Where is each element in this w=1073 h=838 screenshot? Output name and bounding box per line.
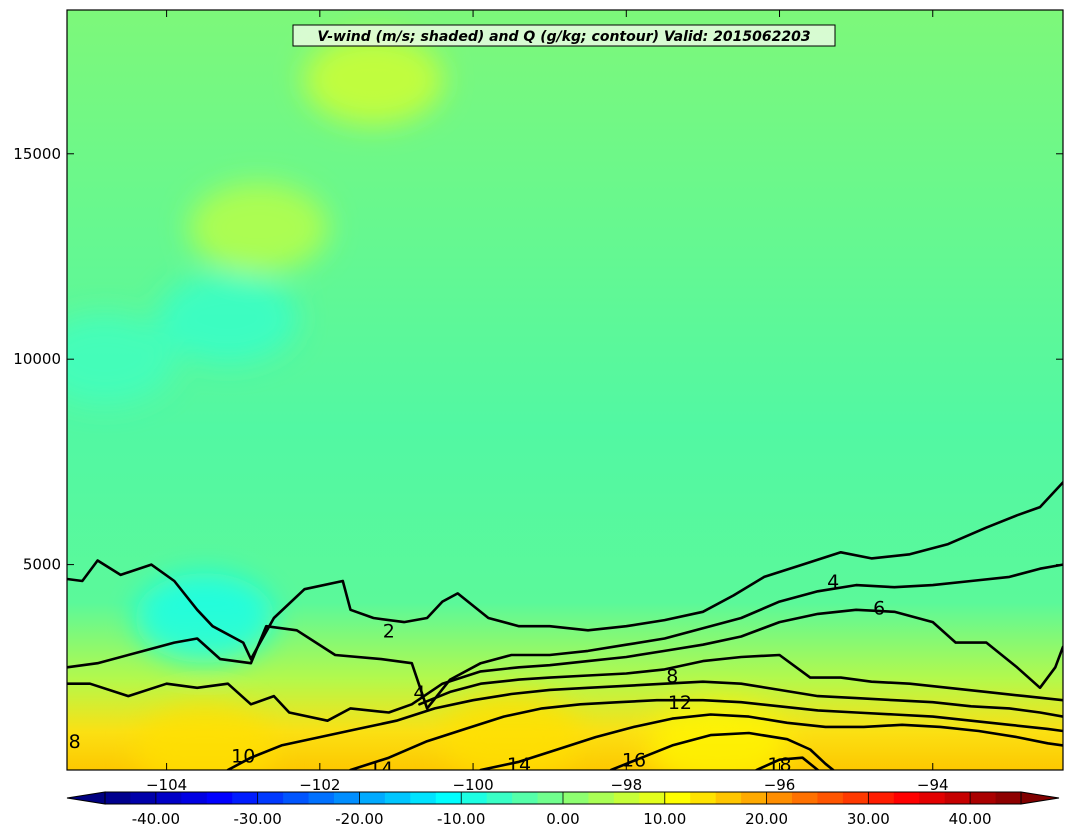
colorbar-bin (105, 792, 132, 804)
contour-line (755, 756, 820, 770)
x-tick-label: −96 (764, 776, 796, 794)
colorbar-bin (181, 792, 208, 804)
colorbar-bin (130, 792, 157, 804)
contour-label: 8 (69, 731, 81, 753)
colorbar-tick-label: -30.00 (233, 810, 281, 828)
contour-line (67, 563, 1063, 710)
colorbar-bin (283, 792, 310, 804)
contour-label: 8 (666, 666, 678, 688)
colorbar-bin (715, 792, 742, 804)
colorbar-tick-label: -40.00 (132, 810, 180, 828)
contour-label: 12 (668, 692, 692, 714)
contour-label: 2 (383, 620, 395, 642)
contour-label: 10 (231, 746, 255, 768)
contour-label: 6 (873, 598, 885, 620)
colorbar-bin (257, 792, 284, 804)
colorbar: -40.00 -30.00 -20.00 -10.00 0.00 10.00 20.00 30… (66, 791, 1060, 828)
contour-label: 16 (622, 750, 646, 772)
y-tick-label: 15000 (13, 145, 61, 163)
contour-line (349, 698, 1063, 770)
contour-label: 18 (767, 754, 791, 776)
contour-line (479, 713, 1063, 770)
humidity-contour-labels: 2 4 4 6 8 8 10 12 14 14 16 18 (69, 571, 886, 780)
colorbar-bin (919, 792, 946, 804)
colorbar-bin (334, 792, 361, 804)
colorbar-tick-label: 20.00 (745, 810, 788, 828)
colorbar-extend-low (66, 791, 106, 805)
colorbar-tick-label: -10.00 (437, 810, 485, 828)
contour-line (609, 731, 835, 770)
colorbar-bin (817, 792, 844, 804)
colorbar-bin (537, 792, 564, 804)
contour-label: 14 (369, 758, 393, 780)
colorbar-bin (588, 792, 615, 804)
colorbar-bin (613, 792, 640, 804)
colorbar-tick-label: 40.00 (949, 810, 992, 828)
shaded-feature (134, 704, 275, 770)
colorbar-bin (308, 792, 335, 804)
colorbar-bin (893, 792, 920, 804)
colorbar-bin (664, 792, 691, 804)
colorbar-bin (995, 792, 1022, 804)
colorbar-bin (741, 792, 768, 804)
colorbar-tick-label: -20.00 (335, 810, 383, 828)
colorbar-bin (461, 792, 488, 804)
colorbar-bin (155, 792, 182, 804)
contour-line (67, 481, 1063, 661)
x-tick-label: −98 (610, 776, 642, 794)
colorbar-bin (868, 792, 895, 804)
colorbar-bin (486, 792, 513, 804)
x-tick-label: −94 (917, 776, 949, 794)
colorbar-bin (792, 792, 819, 804)
colorbar-bin (435, 792, 462, 804)
colorbar-bin (944, 792, 971, 804)
colorbar-bin (970, 792, 997, 804)
x-tick-label: −100 (452, 776, 493, 794)
colorbar-bin (359, 792, 386, 804)
contour-line (226, 680, 1063, 770)
colorbar-bin (563, 792, 590, 804)
y-tick-label: 10000 (13, 350, 61, 368)
colorbar-tick-label: 10.00 (643, 810, 686, 828)
contour-line (418, 653, 1063, 706)
shaded-feature (67, 314, 176, 405)
axes-frame (66, 9, 1064, 771)
colorbar-bin (206, 792, 233, 804)
x-tick-label: −104 (146, 776, 187, 794)
contour-line (67, 608, 1063, 722)
shaded-feature (303, 34, 444, 125)
colorbar-bin (639, 792, 666, 804)
y-tick-label: 5000 (23, 556, 61, 574)
humidity-contours (67, 481, 1063, 770)
colorbar-tick-label: 0.00 (546, 810, 579, 828)
x-tick-label: −102 (299, 776, 340, 794)
title-text: V-wind (m/s; shaded) and Q (g/kg; contou… (317, 29, 810, 45)
colorbar-bin (690, 792, 717, 804)
title-box (292, 24, 836, 47)
shaded-feature (441, 692, 582, 770)
colorbar-tick-label: 30.00 (847, 810, 890, 828)
x-axis: −104 −102 −100 −98 −96 −94 (146, 10, 949, 794)
colorbar-bin (766, 792, 793, 804)
y-axis: 5000 10000 15000 (13, 145, 1063, 574)
contour-label: 4 (413, 682, 425, 704)
plot-area: 2 4 4 6 8 8 10 12 14 14 16 18 (67, 10, 1063, 780)
shaded-feature (157, 273, 298, 364)
contour-label: 4 (827, 571, 839, 593)
contour-label: 14 (507, 754, 531, 776)
shaded-feature (188, 182, 329, 273)
chart-title: V-wind (m/s; shaded) and Q (g/kg; contou… (292, 24, 836, 47)
colorbar-bin (384, 792, 411, 804)
colorbar-bin (232, 792, 259, 804)
colorbar-extend-high (1020, 791, 1060, 805)
colorbar-bin (842, 792, 869, 804)
colorbar-bin (512, 792, 539, 804)
colorbar-bin (410, 792, 437, 804)
